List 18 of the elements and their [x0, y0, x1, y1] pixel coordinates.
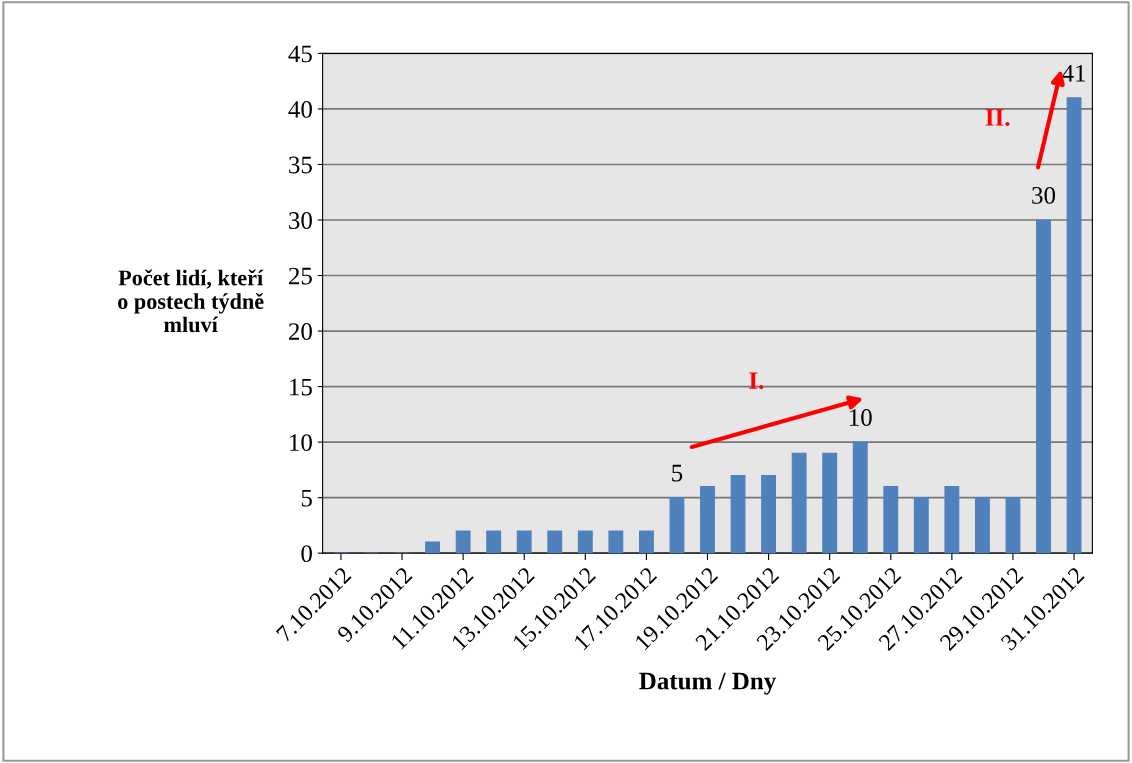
y-tick-label: 0 [301, 545, 312, 563]
data-label: 30 [1032, 186, 1056, 204]
y-tick-label: 25 [289, 267, 312, 285]
y-tick-label: 35 [289, 156, 312, 174]
y-tick-label: 30 [289, 212, 312, 229]
y-tick-label: 45 [288, 45, 312, 63]
y-tick-label: 20 [289, 323, 312, 340]
annotation: II. [985, 109, 1010, 126]
y-tick-label: 15 [290, 378, 312, 396]
y-axis-title: Počet lidí, kteří o postech týdně mluví [118, 269, 264, 333]
y-tick-label: 5 [301, 489, 312, 507]
data-label: 10 [849, 409, 872, 426]
y-tick-label: 40 [288, 100, 312, 118]
annotation: I. [749, 372, 764, 390]
data-label: 41 [1062, 64, 1086, 82]
y-tick-label: 10 [290, 434, 312, 452]
data-label: 5 [672, 464, 683, 482]
x-axis-title: Datum / Dny [639, 672, 777, 695]
